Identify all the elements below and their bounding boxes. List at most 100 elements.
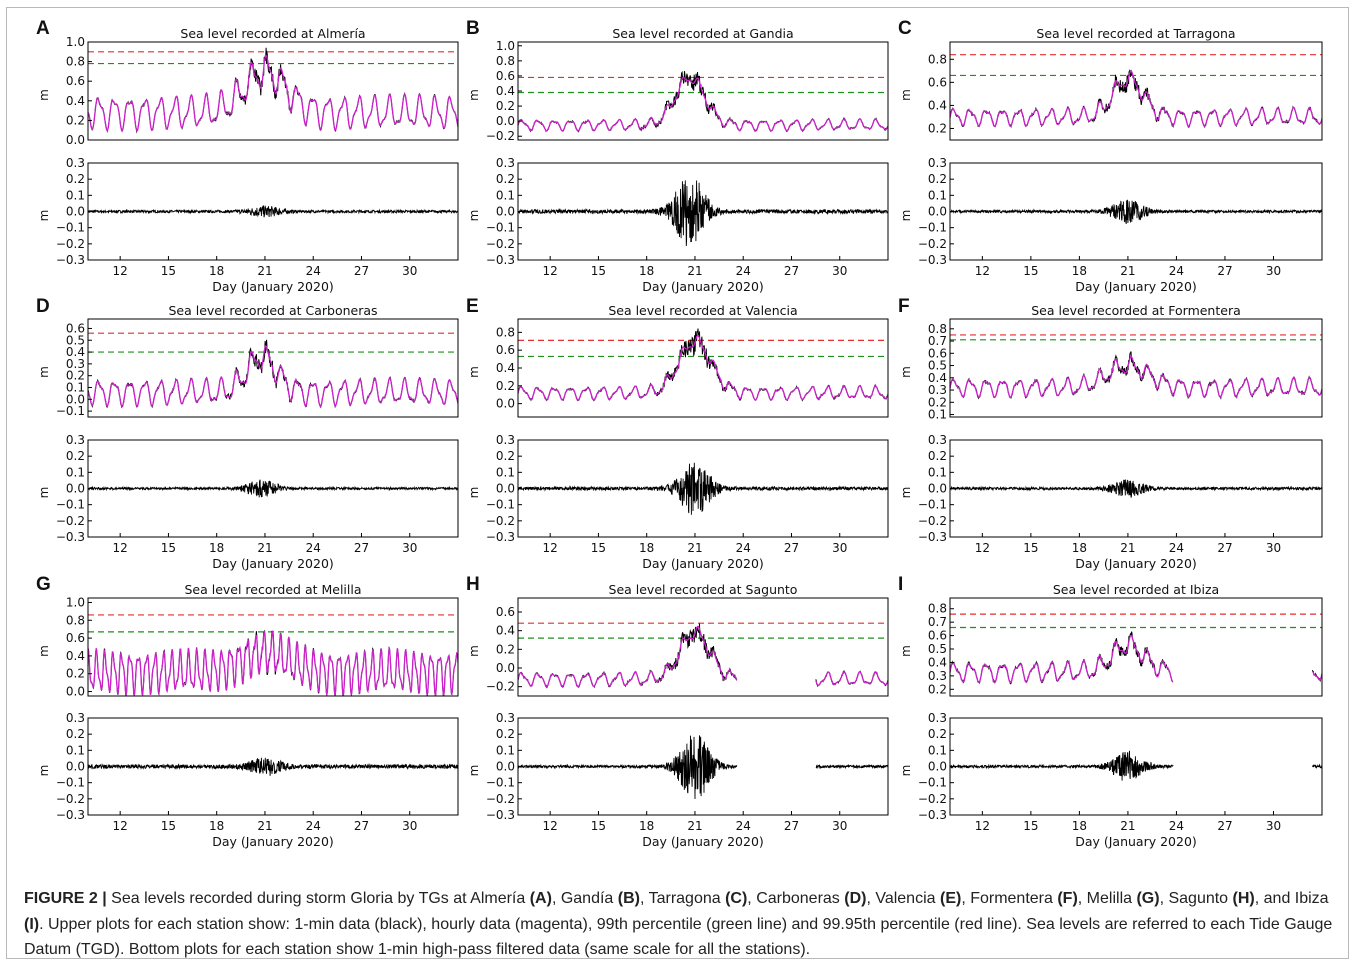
y-axis-label: m: [37, 645, 51, 657]
y-tick-label: −0.1: [56, 221, 85, 235]
x-axis-label: Day (January 2020): [1075, 556, 1197, 571]
caption-text: . Upper plots for each station show: 1-m…: [24, 915, 1333, 959]
x-axis-label: Day (January 2020): [642, 556, 764, 571]
y-tick-label: −0.2: [56, 792, 85, 806]
filtered-series: [88, 757, 458, 776]
lower-axes-frame: [949, 439, 1323, 538]
x-tick-label: 15: [1023, 819, 1038, 833]
y-tick-label: −0.2: [918, 514, 947, 528]
x-tick-label: 30: [832, 541, 847, 555]
y-tick-label: 0.2: [66, 667, 85, 681]
x-tick-label: 24: [306, 264, 321, 278]
y-tick-label: 0.6: [496, 605, 515, 619]
hourly-series: [88, 630, 458, 696]
y-tick-label: 0.4: [66, 94, 85, 108]
y-axis-label: m: [467, 210, 481, 222]
x-tick-label: 18: [1072, 264, 1087, 278]
y-tick-label: 0.1: [928, 408, 947, 422]
filtered-series: [88, 479, 458, 498]
x-tick-label: 12: [113, 541, 128, 555]
x-tick-label: 15: [161, 264, 176, 278]
y-tick-label: 0.4: [66, 649, 85, 663]
y-tick-label: 0.6: [928, 346, 947, 360]
caption-panel-ref: (A): [529, 890, 552, 907]
y-tick-label: 0.0: [496, 760, 515, 774]
x-axis-label: Day (January 2020): [212, 556, 334, 571]
plot-area: [88, 47, 458, 134]
x-tick-label: 15: [1023, 541, 1038, 555]
y-tick-label: 0.4: [66, 345, 85, 359]
x-tick-label: 12: [975, 264, 990, 278]
x-tick-label: 27: [354, 264, 369, 278]
caption-body: Sea levels recorded during storm Gloria …: [24, 890, 1332, 958]
y-tick-label: −0.3: [56, 808, 85, 822]
y-axis-label: m: [467, 645, 481, 657]
y-tick-label: −0.3: [486, 808, 515, 822]
plot-area: [88, 614, 458, 696]
y-tick-label: 0.0: [66, 760, 85, 774]
plot-area: [88, 205, 458, 218]
y-tick-label: 0.0: [496, 397, 515, 411]
hourly-series: [518, 625, 888, 688]
plot-area: [518, 622, 888, 689]
y-tick-label: 0.0: [66, 133, 85, 147]
plot-area: [950, 750, 1322, 781]
x-tick-label: 12: [975, 819, 990, 833]
y-tick-label: 0.2: [928, 121, 947, 135]
y-tick-label: 0.0: [928, 760, 947, 774]
x-tick-label: 18: [1072, 819, 1087, 833]
x-tick-label: 18: [639, 819, 654, 833]
y-tick-label: 0.2: [928, 682, 947, 696]
y-tick-label: −0.1: [486, 498, 515, 512]
x-tick-label: 30: [1266, 264, 1281, 278]
x-tick-label: 12: [113, 819, 128, 833]
y-tick-label: 0.1: [66, 380, 85, 394]
x-tick-label: 15: [161, 819, 176, 833]
y-tick-label: 0.0: [496, 661, 515, 675]
y-tick-label: 0.3: [928, 711, 947, 725]
raw-1min-series: [950, 631, 1322, 685]
y-tick-label: −0.2: [918, 792, 947, 806]
plot-area: [518, 735, 888, 800]
plot-area: [950, 199, 1322, 225]
y-tick-label: −0.3: [918, 253, 947, 267]
panel-title: Sea level recorded at Carboneras: [168, 303, 377, 318]
y-tick-label: 0.3: [496, 156, 515, 170]
upper-axes-frame: [949, 318, 1323, 418]
y-tick-label: 0.6: [496, 69, 515, 83]
y-tick-label: 0.1: [66, 188, 85, 202]
x-tick-label: 30: [1266, 819, 1281, 833]
y-tick-label: 0.3: [66, 433, 85, 447]
y-tick-label: 0.8: [66, 613, 85, 627]
plot-area: [88, 332, 458, 409]
y-tick-label: −0.2: [56, 237, 85, 251]
x-tick-label: 30: [402, 264, 417, 278]
y-axis-label: m: [899, 645, 913, 657]
y-tick-label: −0.2: [486, 680, 515, 694]
upper-axes-frame: [949, 41, 1323, 141]
x-tick-label: 12: [543, 819, 558, 833]
plot-area: [950, 334, 1322, 400]
x-axis-label: Day (January 2020): [1075, 279, 1197, 294]
y-tick-label: −0.3: [486, 530, 515, 544]
panel-title: Sea level recorded at Valencia: [608, 303, 797, 318]
y-tick-label: −0.2: [486, 792, 515, 806]
y-tick-label: −0.1: [486, 221, 515, 235]
y-tick-label: −0.1: [486, 776, 515, 790]
x-tick-label: 27: [784, 264, 799, 278]
y-tick-label: 0.3: [928, 383, 947, 397]
x-tick-label: 12: [543, 541, 558, 555]
y-tick-label: 0.1: [66, 743, 85, 757]
y-tick-label: 0.1: [66, 465, 85, 479]
x-tick-label: 30: [1266, 541, 1281, 555]
y-axis-label: m: [467, 89, 481, 101]
hourly-series: [950, 634, 1322, 684]
x-tick-label: 18: [209, 819, 224, 833]
panel-g: G Sea level recorded at Melilla 1.0 0.8 0.6 0…: [36, 574, 459, 849]
y-tick-label: 0.0: [496, 114, 515, 128]
panel-title: Sea level recorded at Melilla: [184, 582, 361, 597]
x-tick-label: 30: [402, 819, 417, 833]
y-tick-label: −0.1: [56, 498, 85, 512]
y-axis-label: m: [37, 210, 51, 222]
panel-f: F Sea level recorded at Formentera0.80.70…: [898, 296, 1323, 571]
